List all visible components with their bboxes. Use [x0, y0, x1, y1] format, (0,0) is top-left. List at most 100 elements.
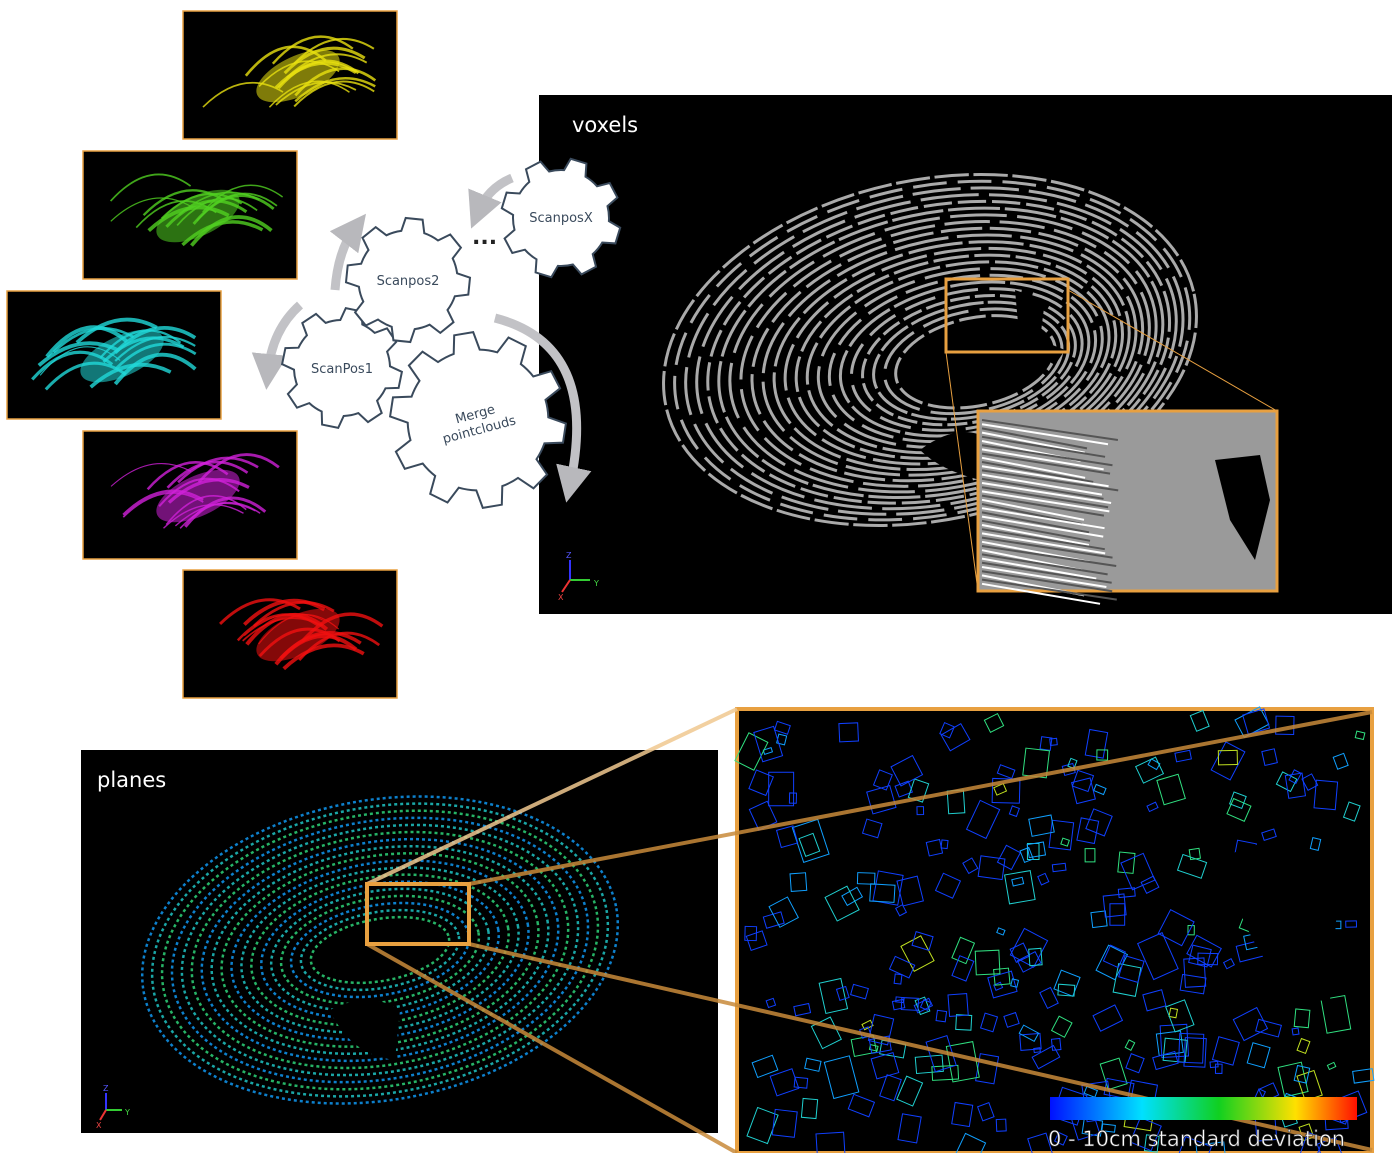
axis-label: Z	[566, 551, 572, 560]
plane-patch	[1037, 872, 1050, 886]
plane-patch	[931, 1064, 960, 1081]
plane-patch	[947, 993, 969, 1017]
plane-patch	[824, 885, 860, 922]
plane-patch	[1226, 797, 1252, 822]
plane-patch	[1019, 1032, 1042, 1051]
plane-patch	[1284, 772, 1307, 799]
colorbar-label: 0 - 10cm standard deviation	[1048, 1127, 1345, 1151]
plane-terrace	[200, 837, 560, 1063]
plane-patch	[911, 931, 934, 951]
voxel-row	[981, 511, 1090, 534]
voxel-row	[981, 503, 1083, 525]
voxel-row	[981, 469, 1119, 492]
plane-patch	[1039, 736, 1053, 751]
plane-patch	[1050, 1037, 1062, 1051]
plane-patch	[745, 930, 768, 951]
plane-patch	[1320, 994, 1352, 1034]
plane-patch	[993, 967, 1011, 986]
voxel-row	[981, 578, 1117, 601]
plane-patch	[1129, 1116, 1162, 1152]
plane-patch	[1296, 1037, 1311, 1055]
plane-patch	[1084, 728, 1109, 759]
plane-patch	[1183, 957, 1207, 988]
plane-patch	[1136, 932, 1179, 981]
plane-patch	[995, 1118, 1007, 1132]
plane-patch	[869, 883, 896, 903]
plane-patch	[773, 720, 791, 735]
plane-patch	[1057, 983, 1076, 997]
voxel-row	[981, 456, 1086, 479]
plane-patch	[1010, 978, 1020, 988]
axis-label: Y	[593, 579, 599, 588]
plane-patch	[1174, 749, 1192, 763]
plane-patch	[1134, 756, 1165, 784]
plane-patch	[996, 764, 1016, 780]
pit-terrace	[684, 186, 1185, 516]
plane-patch	[1019, 846, 1034, 864]
plane-patch	[861, 818, 883, 839]
inset-hole	[1215, 455, 1270, 560]
plane-patch	[1352, 1068, 1375, 1084]
axis-label: X	[558, 593, 564, 602]
plane-patch	[818, 977, 849, 1015]
plane-patch	[1049, 737, 1058, 747]
plane-patch	[1093, 783, 1107, 796]
plane-patch	[987, 970, 1018, 999]
plane-patch	[1214, 1063, 1223, 1074]
plane-patch	[1054, 1131, 1068, 1146]
cloud-core	[156, 469, 240, 523]
plane-patch	[789, 872, 808, 892]
plane-patch	[993, 782, 1008, 796]
axis-triad: Z Y X	[558, 551, 599, 602]
cloud-stroke	[146, 461, 229, 491]
cloud-stroke	[45, 325, 129, 358]
cloud-stroke	[282, 643, 365, 671]
zoom-box	[365, 882, 471, 946]
plane-patch	[1004, 870, 1036, 905]
plane-patch	[900, 935, 935, 972]
plane-patch	[1140, 875, 1160, 894]
plane-patch	[847, 1093, 876, 1118]
cloud-core	[156, 189, 240, 243]
cloud-stroke	[109, 173, 192, 202]
plane-terrace	[279, 894, 481, 1006]
plane-patch	[1157, 909, 1195, 947]
plane-patch	[1228, 791, 1247, 809]
pit-terrace	[805, 260, 1111, 455]
voxel-row	[981, 482, 1112, 504]
zoom-box	[944, 277, 1070, 354]
voxel-row	[981, 473, 1103, 496]
plane-patch	[1156, 773, 1186, 806]
voxel-row	[981, 431, 1085, 454]
zoom-hole	[1220, 842, 1340, 1001]
gear-label: ScanposX	[529, 211, 593, 226]
plane-patch	[1050, 1015, 1073, 1038]
plane-patch	[872, 870, 904, 906]
plane-patch	[1143, 1134, 1160, 1153]
voxel-row	[981, 566, 1107, 588]
plane-patch	[996, 927, 1006, 936]
plane-patch	[1085, 808, 1113, 837]
plane-patch	[1009, 942, 1031, 963]
plane-patch	[888, 955, 916, 979]
plane-patch	[870, 1052, 900, 1080]
plane-patch	[1009, 927, 1049, 968]
plane-patch	[975, 1053, 1000, 1085]
plane-patch	[1291, 1027, 1300, 1036]
voxel-row	[981, 536, 1113, 559]
plane-patch	[919, 998, 932, 1011]
plane-patch	[1102, 944, 1127, 969]
plane-patch	[1101, 1123, 1116, 1133]
plane-patch	[1099, 1057, 1128, 1091]
cloud-stroke	[243, 598, 326, 626]
plane-patch	[1354, 730, 1366, 741]
plane-patch	[1084, 848, 1096, 863]
voxel-row	[981, 423, 1109, 446]
plane-patch	[939, 721, 955, 739]
plane-patch	[1188, 944, 1212, 968]
plane-patch	[897, 1113, 922, 1144]
plane-patch	[1083, 1085, 1099, 1098]
pit-terrace	[728, 213, 1158, 494]
pit-hole	[920, 432, 990, 480]
panel-label: planes	[97, 768, 166, 792]
